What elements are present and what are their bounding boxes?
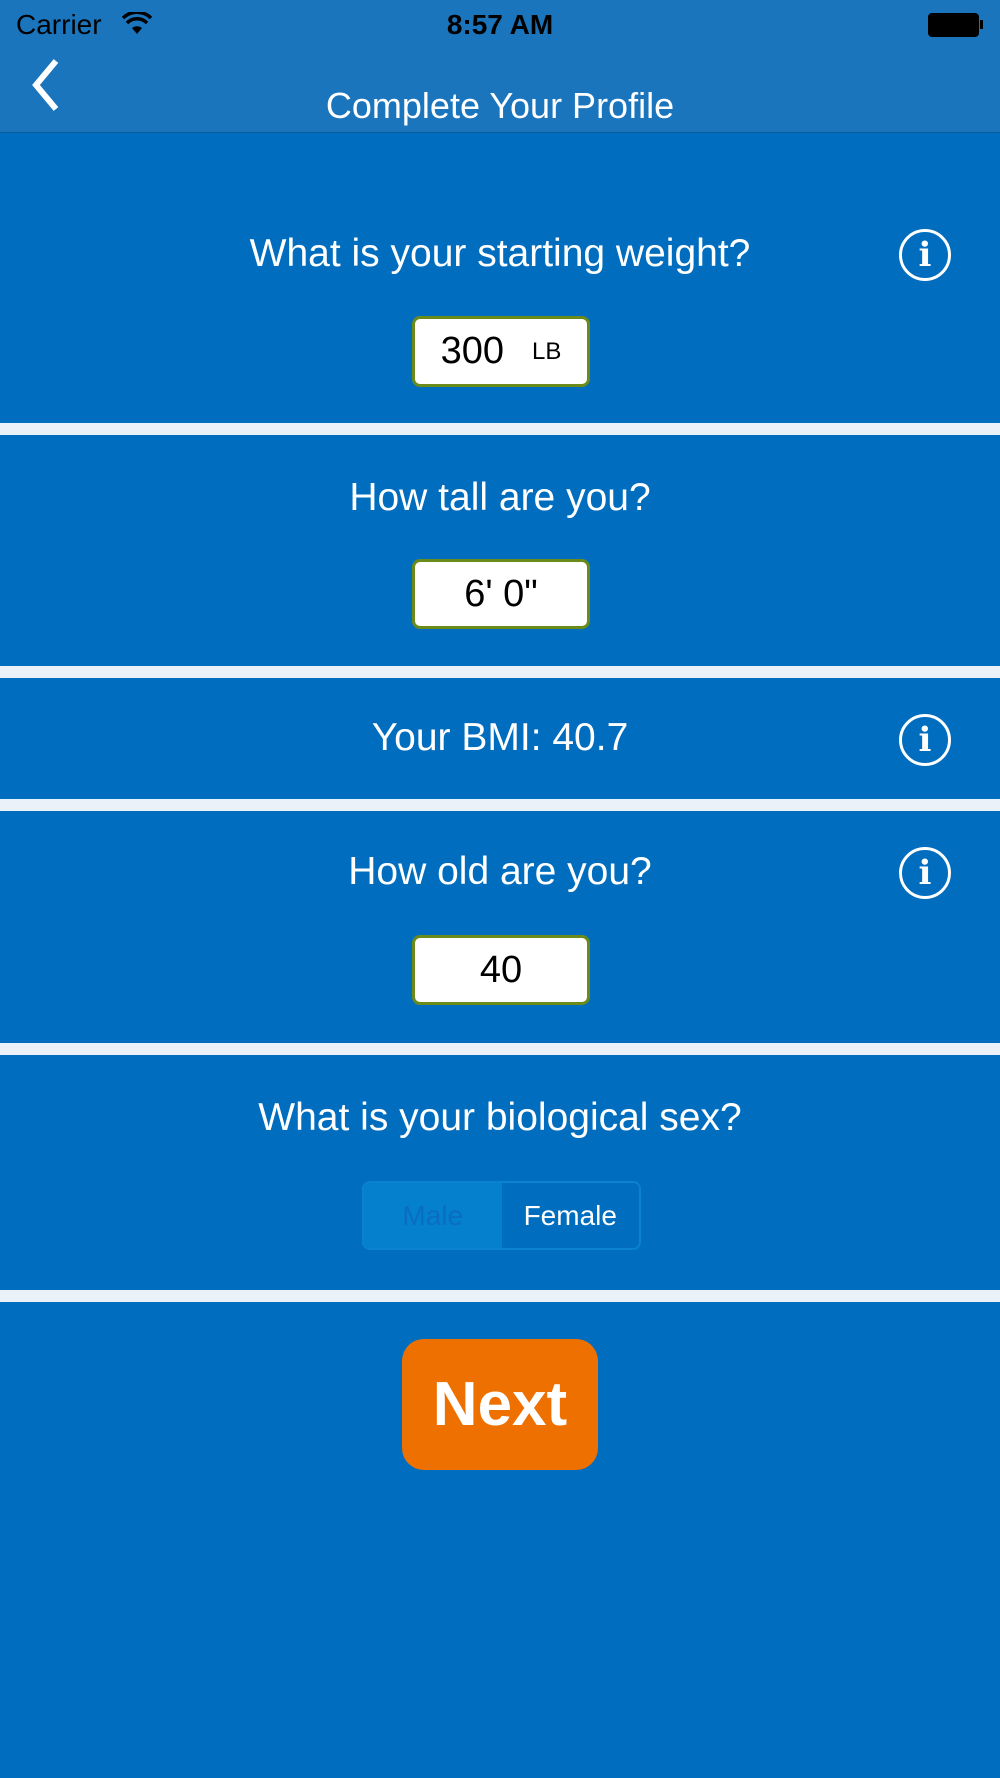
age-info-icon[interactable]: i [899, 847, 951, 899]
age-field[interactable]: 40 [412, 935, 590, 1005]
weight-value: 300 [440, 330, 505, 372]
divider [0, 799, 1000, 811]
carrier-label: Carrier [16, 9, 102, 40]
page-title: Complete Your Profile [325, 85, 675, 126]
height-question: How tall are you? [349, 476, 651, 519]
clock: 8:57 AM [446, 9, 554, 40]
age-question: How old are you? [348, 850, 652, 893]
battery-icon [928, 13, 979, 37]
weight-question: What is your starting weight? [249, 232, 751, 275]
weight-unit: LB [532, 337, 562, 365]
divider [0, 666, 1000, 678]
battery-tip [980, 20, 983, 29]
divider [0, 423, 1000, 435]
back-chevron-icon[interactable] [28, 57, 64, 113]
divider [0, 1290, 1000, 1302]
weight-info-icon[interactable]: i [899, 229, 951, 281]
sex-question: What is your biological sex? [258, 1096, 742, 1139]
bmi-text: Your BMI: 40.7 [371, 716, 629, 759]
sex-segmented-control: Male Female [362, 1181, 641, 1250]
height-field[interactable]: 6' 0" [412, 559, 590, 629]
sex-option-male[interactable]: Male [364, 1183, 502, 1248]
nav-bar: Complete Your Profile [0, 51, 1000, 133]
bmi-info-icon[interactable]: i [899, 714, 951, 766]
wifi-icon [122, 12, 152, 34]
weight-field[interactable]: 300 LB [412, 316, 590, 387]
status-bar: Carrier 8:57 AM [0, 0, 1000, 51]
divider [0, 1043, 1000, 1055]
next-button[interactable]: Next [402, 1339, 598, 1470]
sex-option-female[interactable]: Female [501, 1183, 639, 1248]
